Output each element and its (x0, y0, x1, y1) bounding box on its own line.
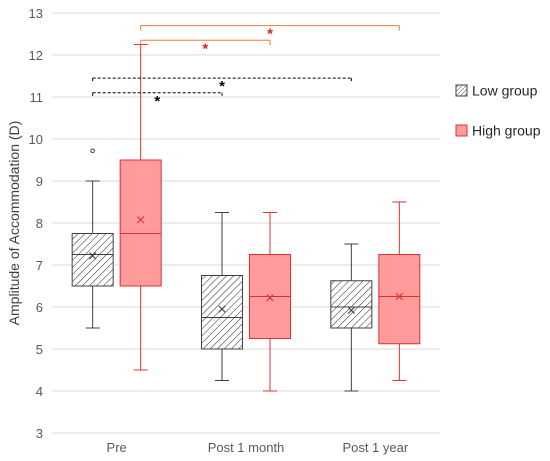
low-group-box (330, 243, 373, 392)
y-tick-label: 7 (36, 258, 43, 273)
legend: Low group High group (455, 83, 541, 139)
significance-bracket: * (140, 25, 400, 43)
box-iqr (378, 254, 421, 345)
significance-annotations: * * * * (92, 25, 400, 110)
mean-marker-stroke (137, 216, 145, 224)
mean-marker (89, 252, 97, 260)
mean-marker-stroke (395, 292, 403, 301)
mean-marker-stroke (89, 252, 97, 260)
x-tick-label: Pre (107, 440, 127, 455)
legend-swatch (455, 84, 468, 97)
mean-marker (137, 216, 145, 224)
box-iqr (71, 233, 114, 287)
x-tick-label: Post 1 year (342, 440, 408, 455)
significance-star: * (154, 93, 160, 110)
mean-marker (218, 305, 226, 313)
significance-star: * (267, 26, 273, 43)
significance-bracket: * (92, 77, 352, 95)
low-group-box (201, 212, 243, 381)
y-tick-label: 5 (36, 342, 43, 357)
box-iqr (201, 275, 243, 350)
y-tick-label: 8 (36, 216, 43, 231)
y-tick-label: 3 (36, 426, 43, 441)
outlier-point (90, 148, 95, 154)
high-group-box (378, 201, 421, 381)
y-tick-label: 12 (29, 48, 43, 63)
legend-item: Low group (455, 83, 538, 99)
significance-bracket: * (92, 92, 223, 110)
x-axis-ticks: Pre Post 1 month Post 1 year (107, 440, 409, 455)
significance-bracket: * (140, 39, 271, 57)
mean-marker-stroke (266, 294, 274, 302)
legend-label: Low group (472, 83, 538, 99)
legend-item: High group (455, 123, 541, 139)
mean-marker (347, 306, 355, 314)
mean-marker-stroke (347, 306, 355, 314)
x-tick-label: Post 1 month (208, 440, 285, 455)
high-group-box (119, 44, 162, 371)
y-tick-label: 11 (30, 90, 44, 105)
y-tick-label: 4 (36, 384, 43, 399)
y-tick-label: 10 (29, 132, 43, 147)
mean-marker (266, 294, 274, 302)
legend-swatch (455, 124, 468, 137)
high-group-box (249, 212, 291, 392)
low-group-box (71, 148, 114, 329)
y-axis-ticks: 3 4 5 6 7 8 9 10 11 12 13 (29, 6, 43, 441)
significance-star: * (219, 78, 225, 95)
y-axis-title: Amplitude of Accommodation (D) (6, 121, 22, 326)
legend-label: High group (472, 123, 541, 139)
mean-marker-stroke (218, 305, 226, 313)
y-tick-label: 6 (36, 300, 43, 315)
box-iqr (119, 159, 162, 287)
y-tick-label: 9 (36, 174, 43, 189)
mean-marker (395, 292, 403, 301)
boxes (71, 44, 421, 392)
significance-star: * (202, 40, 208, 57)
y-tick-label: 13 (29, 6, 43, 21)
box-iqr (330, 280, 373, 329)
gridlines (52, 12, 440, 434)
